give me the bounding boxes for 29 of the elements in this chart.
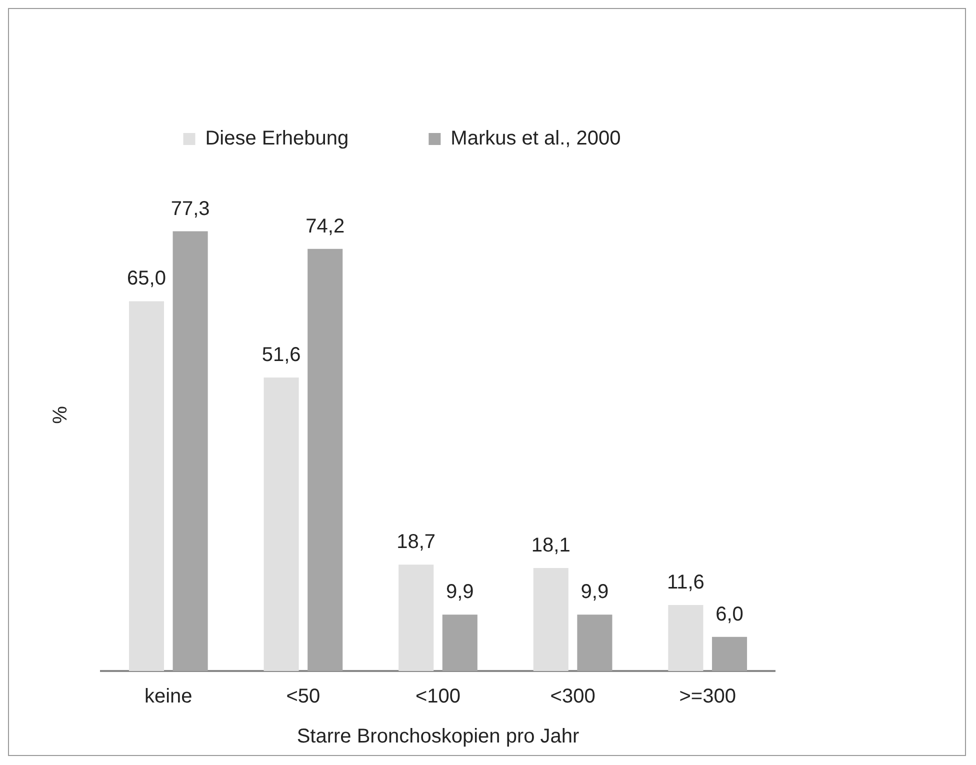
x-tick-label: keine xyxy=(144,686,192,708)
bar xyxy=(398,564,434,671)
bar xyxy=(442,614,478,671)
bar xyxy=(668,605,704,671)
bar xyxy=(577,614,612,671)
data-label: 51,6 xyxy=(262,344,301,366)
bar xyxy=(128,301,164,671)
data-label: 18,1 xyxy=(531,534,570,557)
data-label: 77,3 xyxy=(170,198,210,220)
x-tick-label: <300 xyxy=(550,686,596,708)
data-label: 18,7 xyxy=(396,531,436,554)
data-label: 9,9 xyxy=(580,581,609,604)
bar xyxy=(264,377,299,671)
data-label: 74,2 xyxy=(306,215,345,238)
data-label: 65,0 xyxy=(127,268,166,290)
data-label: 9,9 xyxy=(446,581,474,604)
bar xyxy=(712,636,748,671)
y-axis-title: % xyxy=(50,406,72,424)
x-tick-label: >=300 xyxy=(679,686,736,708)
legend-label: Diese Erhebung xyxy=(205,128,349,150)
x-axis-title: Starre Bronchoskopien pro Jahr xyxy=(296,726,580,748)
bar xyxy=(533,568,568,671)
legend-label: Markus et al., 2000 xyxy=(450,128,621,150)
data-label: 11,6 xyxy=(666,572,704,594)
x-tick-label: <50 xyxy=(286,686,320,708)
data-label: 6,0 xyxy=(716,603,744,626)
bar xyxy=(308,248,343,671)
x-tick-label: <100 xyxy=(415,686,461,708)
bar xyxy=(172,231,208,671)
